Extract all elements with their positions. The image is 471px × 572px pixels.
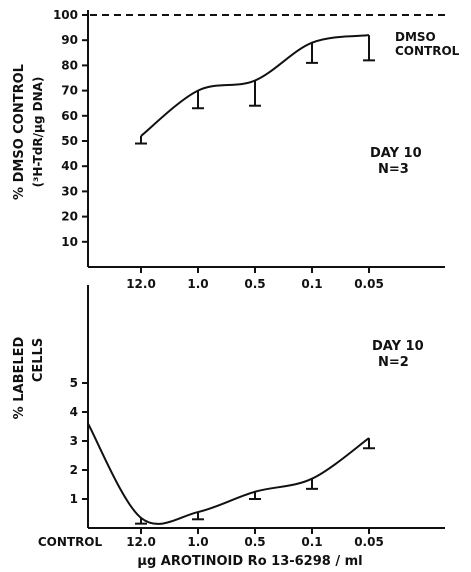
top-x-tick-label: 0.5 <box>244 277 265 291</box>
bottom-x-tick-label: 1.0 <box>187 535 208 549</box>
top-error-bars <box>135 35 375 145</box>
bottom-x-tick-label: 0.5 <box>244 535 265 549</box>
top-chart: DMSO CONTROL DAY 10 N=3 % DMSO CONTROL (… <box>12 8 460 291</box>
top-y-tick-label: 100 <box>53 8 78 22</box>
top-series-line <box>140 34 370 137</box>
bottom-chart: DAY 10 N=2 % LABELED CELLS 1 2 3 4 5 CONTROL… <box>12 285 445 569</box>
top-annotation-line-2: N=3 <box>378 162 409 177</box>
top-x-tick-label: 12.0 <box>126 277 156 291</box>
bottom-annotation-line-2: N=2 <box>378 355 409 370</box>
top-x-tick-label: 0.1 <box>301 277 322 291</box>
top-x-tick-label: 0.05 <box>354 277 384 291</box>
top-y-tick-label: 90 <box>61 33 78 47</box>
top-x-ticks: 12.0 1.0 0.5 0.1 0.05 <box>126 267 384 291</box>
bottom-y-tick-label: 5 <box>70 376 78 390</box>
top-x-tick-label: 1.0 <box>187 277 208 291</box>
bottom-x-tick-label: 0.1 <box>301 535 322 549</box>
x-axis-label: µg AROTINOID Ro 13-6298 / ml <box>137 554 362 569</box>
top-y-axis-label: % DMSO CONTROL <box>12 64 27 200</box>
bottom-y-ticks: 1 2 3 4 5 <box>70 376 88 506</box>
bottom-y-tick-label: 2 <box>70 463 78 477</box>
bottom-x-tick-label: 12.0 <box>126 535 156 549</box>
bottom-x-tick-label: 0.05 <box>354 535 384 549</box>
reference-label-line-2: CONTROL <box>395 44 460 58</box>
top-y-tick-label: 80 <box>61 58 78 72</box>
bottom-y-tick-label: 4 <box>70 405 78 419</box>
top-y-ticks: 10 20 30 40 50 60 70 80 90 100 <box>53 8 88 249</box>
top-y-tick-label: 20 <box>61 210 78 224</box>
top-y-tick-label: 30 <box>61 184 78 198</box>
bottom-y-tick-label: 3 <box>70 434 78 448</box>
bottom-y-axis-label-2: CELLS <box>31 338 46 382</box>
bottom-x-ticks: CONTROL 12.0 1.0 0.5 0.1 0.05 <box>38 528 384 549</box>
bottom-y-tick-label: 1 <box>70 492 78 506</box>
top-y-tick-label: 10 <box>61 235 78 249</box>
top-y-tick-label: 60 <box>61 109 78 123</box>
bottom-x-tick-label: CONTROL <box>38 535 103 549</box>
bottom-annotation-line-1: DAY 10 <box>372 339 424 354</box>
reference-label-line-1: DMSO <box>395 30 436 44</box>
top-y-tick-label: 50 <box>61 134 78 148</box>
top-y-tick-label: 40 <box>61 159 78 173</box>
top-y-axis-label-2: (³H-TdR/µg DNA) <box>31 77 45 188</box>
bottom-y-axis-label: % LABELED <box>12 336 27 419</box>
bottom-series-line <box>87 423 370 525</box>
top-annotation-line-1: DAY 10 <box>370 146 422 161</box>
top-y-tick-label: 70 <box>61 84 78 98</box>
bottom-error-bars <box>135 438 375 525</box>
